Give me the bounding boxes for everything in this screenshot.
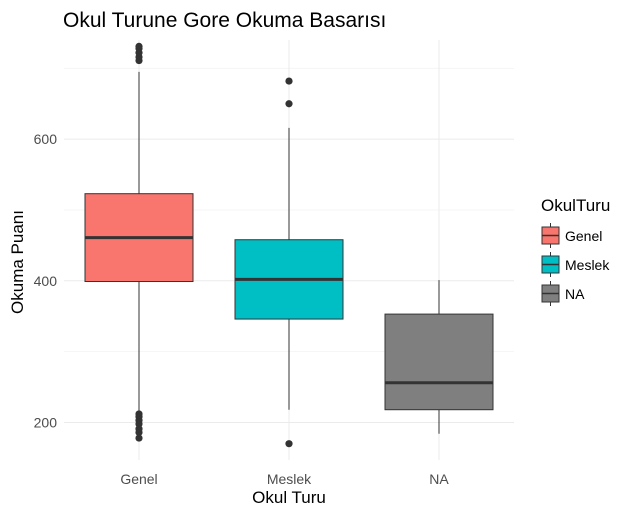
- y-tick-label: 600: [34, 131, 58, 147]
- legend-item-na: NA: [541, 281, 585, 306]
- x-tick-label: Meslek: [267, 471, 312, 487]
- x-tick-label: NA: [429, 471, 449, 487]
- outlier-point: [285, 100, 293, 108]
- y-axis-title: Okuma Puanı: [8, 210, 27, 314]
- y-tick-label: 400: [34, 273, 58, 289]
- outlier-point: [135, 42, 143, 50]
- box-meslek: [234, 77, 344, 448]
- x-axis-ticks: Genel Meslek NA: [120, 471, 449, 487]
- outlier-point: [135, 420, 143, 428]
- legend-label: Meslek: [565, 257, 610, 273]
- legend-title: OkulTuru: [541, 196, 610, 215]
- outlier-point: [135, 428, 143, 436]
- outlier-point: [285, 440, 293, 448]
- legend-label: NA: [565, 286, 585, 302]
- legend-item-genel: Genel: [541, 223, 602, 248]
- legend-item-meslek: Meslek: [541, 252, 610, 277]
- x-tick-label: Genel: [120, 471, 157, 487]
- box-genel: [84, 42, 194, 442]
- boxplot-layer: [84, 42, 494, 448]
- y-tick-label: 200: [34, 414, 58, 430]
- outlier-point: [135, 434, 143, 442]
- legend: OkulTuru Genel Meslek NA: [541, 196, 610, 306]
- x-axis-title: Okul Turu: [252, 488, 326, 507]
- outlier-point: [285, 77, 293, 85]
- chart-title: Okul Turune Gore Okuma Basarısı: [63, 9, 386, 32]
- box-body: [384, 313, 494, 411]
- legend-label: Genel: [565, 228, 602, 244]
- y-axis-ticks: 200 400 600: [34, 131, 58, 430]
- box-na: [384, 280, 494, 434]
